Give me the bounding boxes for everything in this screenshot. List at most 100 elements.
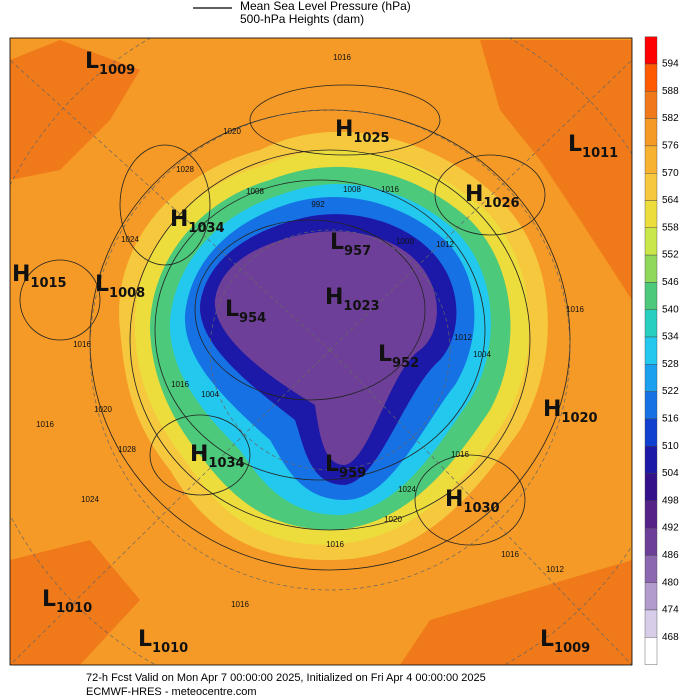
pressure-center: L1008 xyxy=(95,272,145,301)
colorbar-swatch xyxy=(644,364,658,392)
isobar-label: 1012 xyxy=(454,333,472,342)
colorbar-swatch xyxy=(644,200,658,228)
center-value: 959 xyxy=(339,466,366,481)
isobar-label: 1004 xyxy=(201,390,219,399)
center-letter: L xyxy=(42,587,56,612)
isobar-label: 1020 xyxy=(94,405,112,414)
colorbar-swatch xyxy=(644,336,658,365)
pressure-center: H1015 xyxy=(12,262,67,291)
isobar-label: 1020 xyxy=(384,515,402,524)
center-value: 1009 xyxy=(99,63,135,78)
center-letter: L xyxy=(568,132,582,157)
colorbar-swatch xyxy=(644,309,658,338)
pressure-center: L957 xyxy=(330,230,371,259)
colorbar-label: 558 xyxy=(662,222,679,233)
center-value: 1023 xyxy=(343,299,379,314)
center-value: 1030 xyxy=(463,501,499,516)
colorbar: 594 588 582 576 570 564 558 552 546 540 534 528 522 5… xyxy=(644,36,679,665)
colorbar-swatch xyxy=(644,527,658,556)
isobar-label: 1024 xyxy=(121,235,139,244)
center-value: 1015 xyxy=(30,276,66,291)
pressure-center: H1034 xyxy=(190,442,245,471)
colorbar-swatch xyxy=(644,555,658,583)
center-value: 1026 xyxy=(483,196,519,211)
center-letter: H xyxy=(465,182,483,207)
colorbar-swatch xyxy=(644,637,658,665)
pressure-center: L1009 xyxy=(85,49,135,78)
isobar-label: 1028 xyxy=(118,445,136,454)
isobar-label: 1016 xyxy=(36,420,54,429)
colorbar-swatch xyxy=(644,172,658,201)
isobar-label: 1016 xyxy=(381,185,399,194)
pressure-center: H1023 xyxy=(325,285,380,314)
center-letter: H xyxy=(335,117,353,142)
legend-mslp: Mean Sea Level Pressure (hPa) xyxy=(240,0,411,13)
center-value: 1011 xyxy=(582,146,618,161)
colorbar-label: 516 xyxy=(662,414,679,425)
pressure-center: L954 xyxy=(225,297,266,326)
legend-heights: 500-hPa Heights (dam) xyxy=(240,12,364,26)
colorbar-label: 504 xyxy=(662,468,679,479)
pressure-center: L1010 xyxy=(42,587,92,616)
center-letter: H xyxy=(325,285,343,310)
isobar-label: 1016 xyxy=(73,340,91,349)
colorbar-swatch xyxy=(644,227,658,256)
center-letter: H xyxy=(170,207,188,232)
colorbar-swatch xyxy=(644,446,658,474)
colorbar-swatch xyxy=(644,418,658,447)
colorbar-label: 594 xyxy=(662,59,679,70)
colorbar-swatch xyxy=(644,36,658,65)
isobar-label: 1012 xyxy=(436,240,454,249)
center-value: 1034 xyxy=(208,456,244,471)
pressure-center: L1011 xyxy=(568,132,618,161)
center-letter: L xyxy=(330,230,344,255)
colorbar-swatch xyxy=(644,609,658,638)
colorbar-label: 468 xyxy=(662,632,679,643)
isobar-label: 1016 xyxy=(333,53,351,62)
colorbar-swatch xyxy=(644,473,658,501)
colorbar-label: 540 xyxy=(662,304,679,315)
colorbar-swatch xyxy=(644,282,658,310)
colorbar-swatch xyxy=(644,63,658,92)
isobar-label: 1008 xyxy=(246,187,264,196)
isobar-label: 1016 xyxy=(326,540,344,549)
colorbar-swatch xyxy=(644,145,658,174)
isobar-label: 992 xyxy=(311,200,325,209)
isobar-label: 1028 xyxy=(176,165,194,174)
center-letter: H xyxy=(190,442,208,467)
center-letter: H xyxy=(12,262,30,287)
center-value: 957 xyxy=(344,244,371,259)
colorbar-label: 582 xyxy=(662,113,679,124)
center-letter: L xyxy=(85,49,99,74)
colorbar-swatch xyxy=(644,582,658,611)
center-value: 1025 xyxy=(353,131,389,146)
center-letter: L xyxy=(95,272,109,297)
pressure-center: H1026 xyxy=(465,182,520,211)
colorbar-swatch xyxy=(644,254,658,283)
pressure-center: L952 xyxy=(378,342,419,371)
isobar-label: 1004 xyxy=(473,350,491,359)
pressure-center: H1034 xyxy=(170,207,225,236)
colorbar-swatch xyxy=(644,118,658,147)
isobar-label: 1024 xyxy=(81,495,99,504)
colorbar-swatch xyxy=(644,91,658,119)
colorbar-label: 492 xyxy=(662,523,679,534)
colorbar-label: 564 xyxy=(662,195,679,206)
center-value: 1008 xyxy=(109,286,145,301)
center-letter: L xyxy=(540,627,554,652)
colorbar-label: 474 xyxy=(662,605,679,616)
isobar-label: 1016 xyxy=(451,450,469,459)
colorbar-label: 534 xyxy=(662,332,679,343)
footer-valid: 72-h Fcst Valid on Mon Apr 7 00:00:00 20… xyxy=(86,672,486,684)
colorbar-label: 510 xyxy=(662,441,679,452)
center-letter: H xyxy=(543,397,561,422)
pressure-center: L959 xyxy=(325,452,366,481)
center-letter: L xyxy=(138,627,152,652)
colorbar-label: 522 xyxy=(662,386,679,397)
center-value: 1020 xyxy=(561,411,597,426)
center-value: 1010 xyxy=(152,641,188,656)
pressure-center: H1025 xyxy=(335,117,390,146)
colorbar-label: 480 xyxy=(662,577,679,588)
